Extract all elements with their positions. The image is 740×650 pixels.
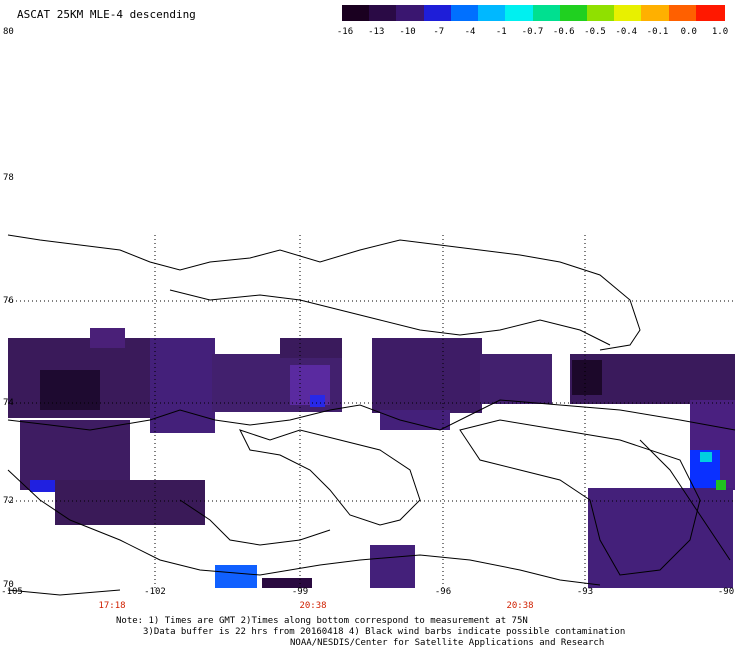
colorbar-segment bbox=[641, 5, 671, 21]
colorbar-tick-label: -4 bbox=[464, 27, 476, 37]
colorbar-tick-label: -0.4 bbox=[615, 27, 638, 37]
colorbar-tick-label: -10 bbox=[399, 27, 416, 37]
coastlines bbox=[7, 234, 736, 596]
colorbar-tick-label: -16 bbox=[336, 27, 354, 37]
colorbar-segment bbox=[369, 5, 399, 21]
note-line-2: 3)Data buffer is 22 hrs from 20160418 4)… bbox=[143, 627, 626, 637]
map-title: ASCAT 25KM MLE-4 descending bbox=[17, 8, 196, 21]
time-label-2: 20:38 bbox=[299, 601, 327, 611]
colorbar-tick-label: -0.1 bbox=[646, 27, 669, 37]
colorbar-segment bbox=[559, 5, 589, 21]
colorbar-segment bbox=[668, 5, 698, 21]
colorbar-segment bbox=[614, 5, 644, 21]
colorbar-tick-label: 1.0 bbox=[711, 27, 729, 37]
colorbar-segment bbox=[396, 5, 426, 21]
lon-label-102: -102 bbox=[144, 587, 166, 597]
lat-label-70: 70 bbox=[3, 580, 14, 590]
colorbar-segment bbox=[450, 5, 480, 21]
lon-label-99: -99 bbox=[291, 587, 309, 597]
colorbar-segment bbox=[342, 5, 371, 21]
colorbar-tick-label: -0.5 bbox=[584, 27, 606, 37]
colorbar-tick-label: -1 bbox=[495, 27, 507, 37]
lat-label-80: 80 bbox=[3, 27, 14, 37]
lat-label-76: 76 bbox=[3, 296, 14, 306]
note-line-1: Note: 1) Times are GMT 2)Times along bot… bbox=[116, 616, 528, 626]
lat-label-78: 78 bbox=[3, 173, 14, 183]
colorbar bbox=[342, 5, 725, 21]
note-line-3: NOAA/NESDIS/Center for Satellite Applica… bbox=[290, 638, 605, 648]
colorbar-tick-label: -0.7 bbox=[521, 27, 544, 37]
colorbar-segment bbox=[423, 5, 453, 21]
colorbar-segment bbox=[586, 5, 616, 21]
lon-label-93: -93 bbox=[576, 587, 594, 597]
colorbar-segment bbox=[695, 5, 725, 21]
colorbar-segment bbox=[532, 5, 562, 21]
swath-data bbox=[8, 328, 735, 588]
lon-label-105: -105 bbox=[1, 587, 23, 597]
colorbar-tick-label: -7 bbox=[433, 27, 445, 37]
time-label-3: 20:38 bbox=[506, 601, 534, 611]
time-label-1: 17:18 bbox=[98, 601, 126, 611]
colorbar-segment bbox=[478, 5, 508, 21]
lat-label-74: 74 bbox=[3, 398, 14, 408]
lat-label-72: 72 bbox=[3, 496, 14, 506]
lon-label-90: -90 bbox=[717, 587, 735, 597]
lon-label-96: -96 bbox=[434, 587, 452, 597]
colorbar-segment bbox=[505, 5, 535, 21]
colorbar-tick-label: -0.6 bbox=[552, 27, 575, 37]
colorbar-tick-label: -13 bbox=[368, 27, 385, 37]
colorbar-tick-label: 0.0 bbox=[680, 27, 697, 37]
